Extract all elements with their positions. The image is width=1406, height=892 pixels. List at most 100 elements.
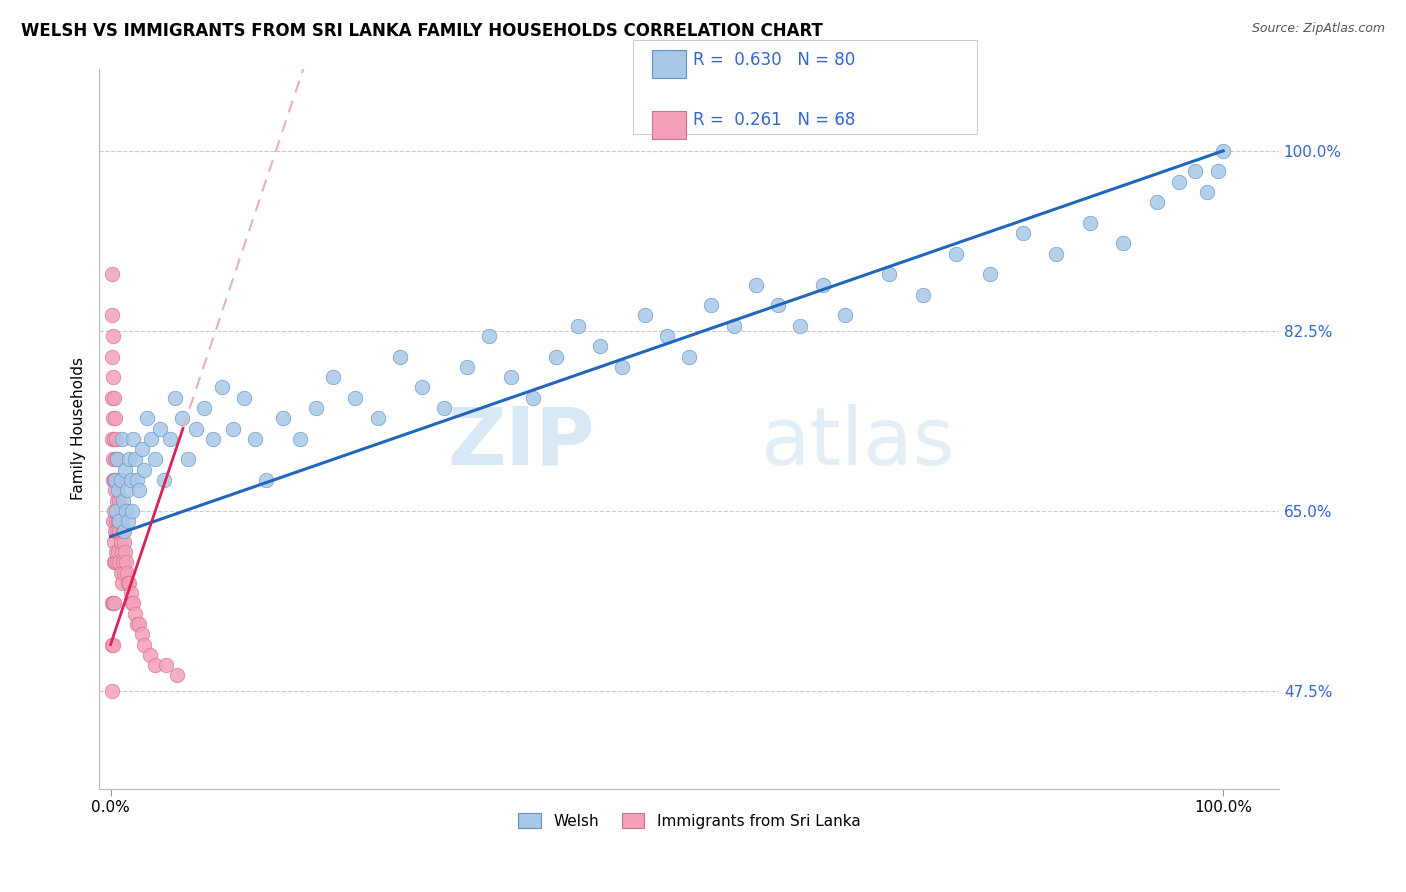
Point [139, 432, 162, 446]
Point [103, 534, 125, 549]
Point [723, 318, 745, 333]
Point [100, 596, 122, 610]
Point [105, 545, 128, 559]
Point [612, 359, 634, 374]
Point [879, 267, 901, 281]
Point [103, 473, 125, 487]
Point [120, 586, 142, 600]
Y-axis label: Family Households: Family Households [72, 357, 86, 500]
Point [634, 309, 657, 323]
Point [170, 411, 193, 425]
Point [117, 566, 139, 580]
Point [104, 483, 127, 498]
Point [186, 421, 208, 435]
Point [138, 648, 160, 662]
Point [166, 668, 188, 682]
Point [104, 524, 127, 539]
Point [103, 391, 125, 405]
Text: R =  0.261   N = 68: R = 0.261 N = 68 [693, 112, 855, 129]
Point [411, 380, 433, 394]
Point [121, 504, 143, 518]
Point [108, 514, 131, 528]
Point [117, 483, 139, 498]
Point [111, 524, 134, 539]
Point [117, 514, 139, 528]
Point [110, 504, 132, 518]
Point [271, 411, 294, 425]
Point [1167, 175, 1189, 189]
Point [143, 658, 166, 673]
Point [132, 638, 155, 652]
Point [128, 483, 150, 498]
Point [124, 607, 146, 621]
Point [118, 575, 141, 590]
Point [107, 514, 129, 528]
Point [148, 421, 170, 435]
Point [834, 309, 856, 323]
Point [110, 534, 132, 549]
Point [1012, 226, 1035, 240]
Point [201, 432, 224, 446]
Point [100, 350, 122, 364]
Point [115, 555, 138, 569]
Point [700, 298, 723, 312]
Point [655, 329, 678, 343]
Point [103, 596, 125, 610]
Point [344, 391, 367, 405]
Point [107, 473, 129, 487]
Point [745, 277, 768, 292]
Point [128, 616, 150, 631]
Point [100, 391, 122, 405]
Point [100, 309, 122, 323]
Point [103, 432, 125, 446]
Point [117, 575, 139, 590]
Text: atlas: atlas [761, 404, 955, 482]
Text: ZIP: ZIP [447, 404, 595, 482]
Point [103, 555, 125, 569]
Point [155, 658, 177, 673]
Point [211, 380, 233, 394]
Point [114, 545, 136, 559]
Point [979, 267, 1001, 281]
Point [567, 318, 589, 333]
Point [233, 391, 256, 405]
Point [101, 638, 124, 652]
Point [811, 277, 834, 292]
Point [111, 575, 134, 590]
Point [101, 370, 124, 384]
Point [105, 452, 128, 467]
Point [1184, 164, 1206, 178]
Point [111, 514, 134, 528]
Point [101, 514, 124, 528]
Point [127, 616, 149, 631]
Point [288, 432, 311, 446]
Point [322, 370, 344, 384]
Point [110, 566, 132, 580]
Point [222, 421, 245, 435]
Point [111, 493, 134, 508]
Point [103, 504, 125, 518]
Point [104, 473, 127, 487]
Point [101, 452, 124, 467]
Point [159, 432, 181, 446]
Point [100, 638, 122, 652]
Legend: Welsh, Immigrants from Sri Lanka: Welsh, Immigrants from Sri Lanka [512, 806, 866, 835]
Point [131, 627, 153, 641]
Point [118, 452, 141, 467]
Point [100, 432, 122, 446]
Point [108, 555, 131, 569]
Point [127, 473, 149, 487]
Point [589, 339, 612, 353]
Point [544, 350, 567, 364]
Point [121, 596, 143, 610]
Point [456, 359, 478, 374]
Point [1045, 246, 1067, 260]
Point [115, 504, 138, 518]
Point [254, 473, 277, 487]
Point [193, 401, 215, 415]
Point [388, 350, 411, 364]
Point [1206, 164, 1229, 178]
Point [789, 318, 811, 333]
Point [114, 463, 136, 477]
Point [105, 504, 128, 518]
